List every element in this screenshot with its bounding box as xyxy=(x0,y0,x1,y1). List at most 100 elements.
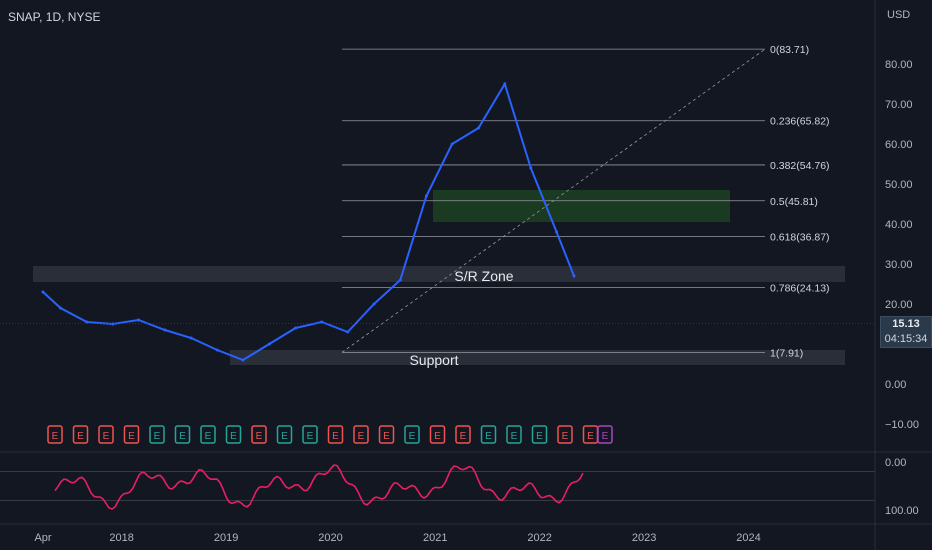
y-tick-label: 60.00 xyxy=(885,139,913,151)
earnings-marker-label: E xyxy=(230,431,237,442)
ma-point xyxy=(267,342,271,346)
ma-point xyxy=(294,326,298,330)
ma-point xyxy=(572,274,576,278)
earnings-marker-label: E xyxy=(256,431,263,442)
moving-average-line xyxy=(42,81,575,362)
y-tick-label: 30.00 xyxy=(885,259,913,271)
last-price-badge: 15.13 04:15:34 xyxy=(880,316,932,348)
earnings-marker-label: E xyxy=(332,431,339,442)
ma-point xyxy=(346,330,350,334)
x-tick-label: Apr xyxy=(34,532,51,544)
earnings-marker[interactable]: E xyxy=(72,425,89,444)
ma-point xyxy=(320,320,324,324)
earnings-marker-box xyxy=(327,425,344,444)
earnings-marker[interactable]: E xyxy=(582,425,599,444)
x-tick-label: 2019 xyxy=(214,532,238,544)
earnings-marker-label: E xyxy=(281,431,288,442)
fibonacci-layer: 0(83.71) 0.236(65.82) 0.382(54.76) 0.5(45.8… xyxy=(341,44,830,359)
chart-title: SNAP, 1D, NYSE xyxy=(8,10,101,24)
ma-point xyxy=(41,290,45,294)
support-zone-box xyxy=(230,350,845,365)
earnings-marker[interactable]: E xyxy=(327,425,344,444)
earnings-marker[interactable]: E xyxy=(531,425,548,444)
earnings-marker-box xyxy=(276,425,293,444)
earnings-marker-box xyxy=(378,425,395,444)
ma-point xyxy=(555,230,559,234)
earnings-marker-box xyxy=(557,425,573,444)
earnings-marker-label: E xyxy=(434,431,441,442)
earnings-marker[interactable]: E xyxy=(174,425,191,444)
sr-zone-label: S/R Zone xyxy=(454,268,513,284)
fib-level-label: 0.382(54.76) xyxy=(770,160,830,172)
x-tick-label: 2024 xyxy=(736,532,760,544)
earnings-marker[interactable]: E xyxy=(404,425,420,444)
earnings-marker[interactable]: E xyxy=(480,425,497,444)
ma-point xyxy=(137,318,141,322)
earnings-marker[interactable]: E xyxy=(353,425,369,444)
y-tick-label: 80.00 xyxy=(885,59,913,71)
ma-point xyxy=(398,278,402,282)
green-zone-box xyxy=(433,190,730,222)
earnings-marker[interactable]: E xyxy=(123,425,140,444)
upcoming-earnings-marker xyxy=(597,425,613,444)
ma-point xyxy=(476,126,480,130)
earnings-marker-label: E xyxy=(307,431,314,442)
ma-point xyxy=(503,82,507,86)
fib-level-label: 0.5(45.81) xyxy=(770,196,818,208)
ma-point xyxy=(215,348,219,352)
earnings-marker-label: E xyxy=(52,431,59,442)
earnings-marker[interactable]: E xyxy=(276,425,293,444)
earnings-marker-box xyxy=(480,425,497,444)
ma-point xyxy=(163,328,167,332)
earnings-marker-label: E xyxy=(128,431,135,442)
x-tick-label: 2022 xyxy=(527,532,551,544)
earnings-marker-label: E xyxy=(587,431,594,442)
earnings-marker-box xyxy=(174,425,191,444)
y-tick-label: 0.00 xyxy=(885,379,906,391)
earnings-marker-box xyxy=(455,425,471,444)
sr-zone-box xyxy=(33,266,845,282)
earnings-marker-label: E xyxy=(358,431,365,442)
ma-point xyxy=(372,302,376,306)
earnings-marker[interactable]: E xyxy=(378,425,395,444)
upcoming-earnings-label: E xyxy=(602,431,609,442)
x-tick-label: 2018 xyxy=(109,532,133,544)
fib-level-label: 0.786(24.13) xyxy=(770,282,830,294)
earnings-marker[interactable]: E xyxy=(429,425,446,444)
earnings-marker[interactable]: E xyxy=(251,425,267,444)
y-tick-label: 50.00 xyxy=(885,179,913,191)
earnings-marker-box xyxy=(353,425,369,444)
earnings-marker[interactable]: E xyxy=(149,425,165,444)
series-layer xyxy=(0,81,875,362)
fib-level-label: 0(83.71) xyxy=(770,44,809,56)
earnings-marker-box xyxy=(72,425,89,444)
earnings-marker[interactable]: E xyxy=(302,425,318,444)
ma-point xyxy=(424,194,428,198)
earnings-marker-label: E xyxy=(103,431,110,442)
earnings-marker-box xyxy=(149,425,165,444)
earnings-marker[interactable]: E xyxy=(506,425,522,444)
earnings-marker-label: E xyxy=(511,431,518,442)
support-label: Support xyxy=(409,352,458,368)
earnings-marker-box xyxy=(47,425,63,444)
last-price-value: 15.13 xyxy=(892,318,920,330)
earnings-marker[interactable]: E xyxy=(200,425,216,444)
fib-level-label: 0.618(36.87) xyxy=(770,232,830,244)
earnings-marker[interactable]: E xyxy=(455,425,471,444)
earnings-marker-box xyxy=(225,425,242,444)
x-tick-label: 2023 xyxy=(632,532,656,544)
earnings-marker-label: E xyxy=(485,431,492,442)
y-tick-label: −10.00 xyxy=(885,419,919,431)
earnings-marker-box xyxy=(506,425,522,444)
earnings-marker[interactable]: E xyxy=(557,425,573,444)
earnings-marker[interactable]: E xyxy=(98,425,114,444)
currency-label: USD xyxy=(887,9,910,21)
earnings-marker[interactable]: E xyxy=(47,425,63,444)
x-tick-label: 2021 xyxy=(423,532,447,544)
bar-countdown: 04:15:34 xyxy=(884,333,928,345)
earnings-marker-box xyxy=(404,425,420,444)
earnings-marker-label: E xyxy=(179,431,186,442)
earnings-marker[interactable]: E xyxy=(225,425,242,444)
